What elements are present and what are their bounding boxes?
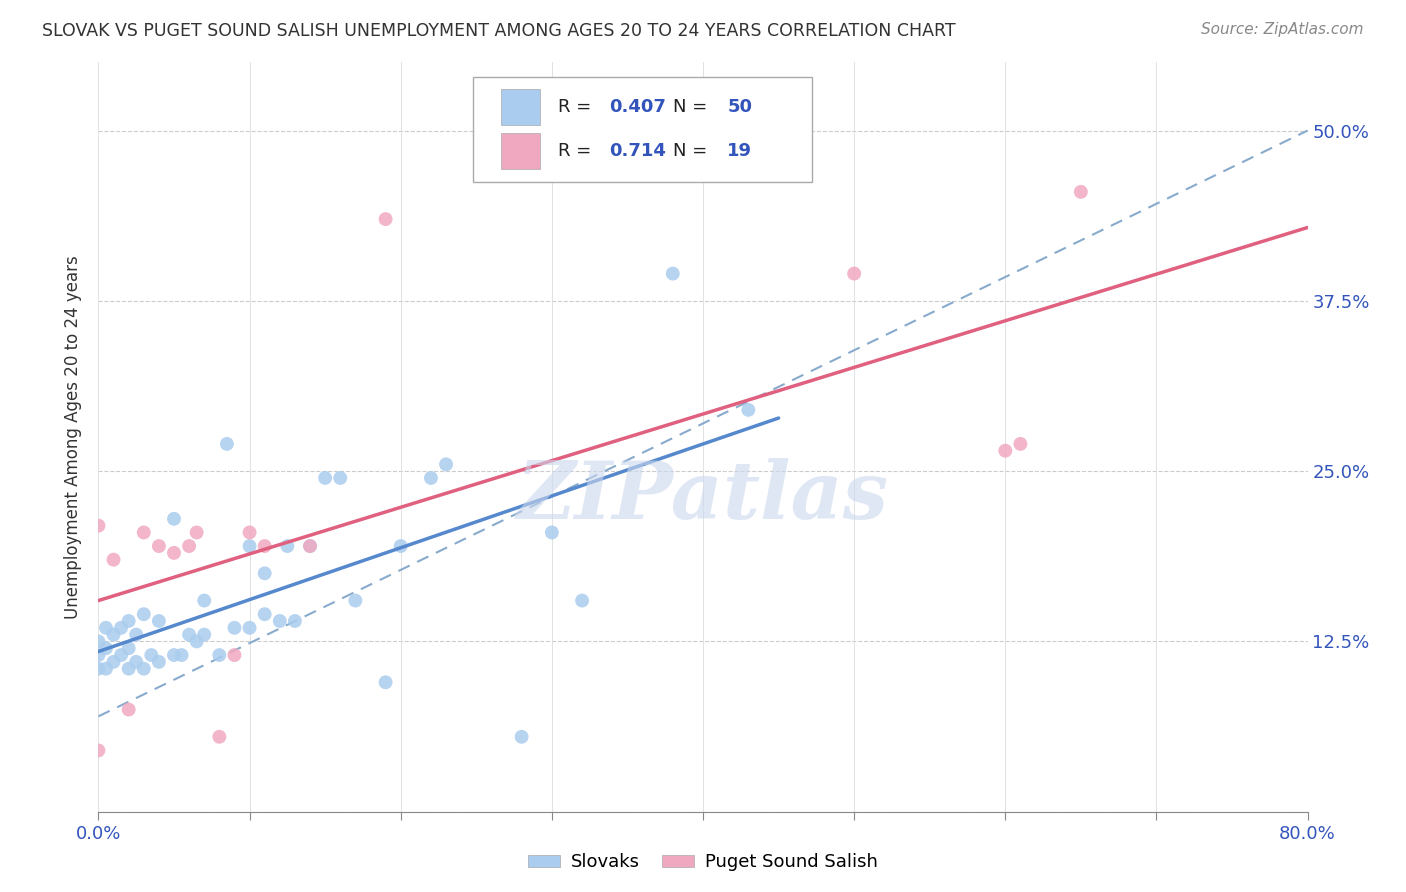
Point [87, 648, 110, 662]
Point [994, 443, 1017, 458]
Point [253, 566, 276, 581]
Legend: Slovaks, Puget Sound Salish: Slovaks, Puget Sound Salish [520, 847, 886, 879]
Point [163, 546, 186, 560]
Y-axis label: Unemployment Among Ages 20 to 24 years: Unemployment Among Ages 20 to 24 years [65, 255, 83, 619]
Point [434, 458, 457, 472]
Point [253, 607, 276, 622]
Point [374, 212, 396, 227]
Text: 0.407: 0.407 [609, 98, 665, 116]
Point [253, 539, 276, 553]
Point [193, 627, 215, 641]
Point [132, 607, 155, 622]
Text: Source: ZipAtlas.com: Source: ZipAtlas.com [1201, 22, 1364, 37]
Point [87, 634, 110, 648]
Text: N =: N = [672, 98, 713, 116]
Point [186, 525, 208, 540]
Text: ZIPatlas: ZIPatlas [517, 458, 889, 536]
Point [193, 593, 215, 607]
Point [540, 525, 562, 540]
Point [103, 552, 125, 566]
Point [118, 641, 141, 656]
Point [224, 648, 246, 662]
Point [344, 593, 367, 607]
Point [239, 525, 262, 540]
Point [510, 730, 533, 744]
Point [148, 614, 170, 628]
Point [269, 614, 291, 628]
Point [299, 539, 322, 553]
Point [103, 655, 125, 669]
Point [163, 512, 186, 526]
Text: 19: 19 [727, 142, 752, 160]
Point [94, 641, 117, 656]
Point [94, 621, 117, 635]
Text: 0.714: 0.714 [609, 142, 665, 160]
Point [87, 518, 110, 533]
Point [94, 662, 117, 676]
FancyBboxPatch shape [501, 89, 540, 126]
Point [299, 539, 322, 553]
FancyBboxPatch shape [501, 133, 540, 169]
Point [737, 402, 759, 417]
FancyBboxPatch shape [474, 78, 811, 182]
Point [420, 471, 443, 485]
Point [186, 634, 208, 648]
Point [1010, 437, 1032, 451]
Point [163, 648, 186, 662]
Point [215, 437, 238, 451]
Point [179, 627, 201, 641]
Point [125, 655, 148, 669]
Point [661, 267, 683, 281]
Point [148, 655, 170, 669]
Text: R =: R = [558, 142, 603, 160]
Point [314, 471, 336, 485]
Point [148, 539, 170, 553]
Point [239, 621, 262, 635]
Point [118, 662, 141, 676]
Point [118, 702, 141, 716]
Point [329, 471, 352, 485]
Point [110, 648, 132, 662]
Point [132, 525, 155, 540]
Point [141, 648, 163, 662]
Point [170, 648, 193, 662]
Text: N =: N = [672, 142, 718, 160]
Point [239, 539, 262, 553]
Point [1070, 185, 1092, 199]
Point [276, 539, 298, 553]
Point [571, 593, 593, 607]
Text: R =: R = [558, 98, 598, 116]
Point [125, 627, 148, 641]
Point [389, 539, 412, 553]
Text: SLOVAK VS PUGET SOUND SALISH UNEMPLOYMENT AMONG AGES 20 TO 24 YEARS CORRELATION : SLOVAK VS PUGET SOUND SALISH UNEMPLOYMEN… [42, 22, 956, 40]
Point [208, 730, 231, 744]
Point [118, 614, 141, 628]
Point [179, 539, 201, 553]
Point [110, 621, 132, 635]
Point [284, 614, 307, 628]
Point [103, 627, 125, 641]
Point [844, 267, 866, 281]
Point [87, 662, 110, 676]
Point [132, 662, 155, 676]
Point [224, 621, 246, 635]
Text: 50: 50 [727, 98, 752, 116]
Point [208, 648, 231, 662]
Point [374, 675, 396, 690]
Point [87, 743, 110, 757]
